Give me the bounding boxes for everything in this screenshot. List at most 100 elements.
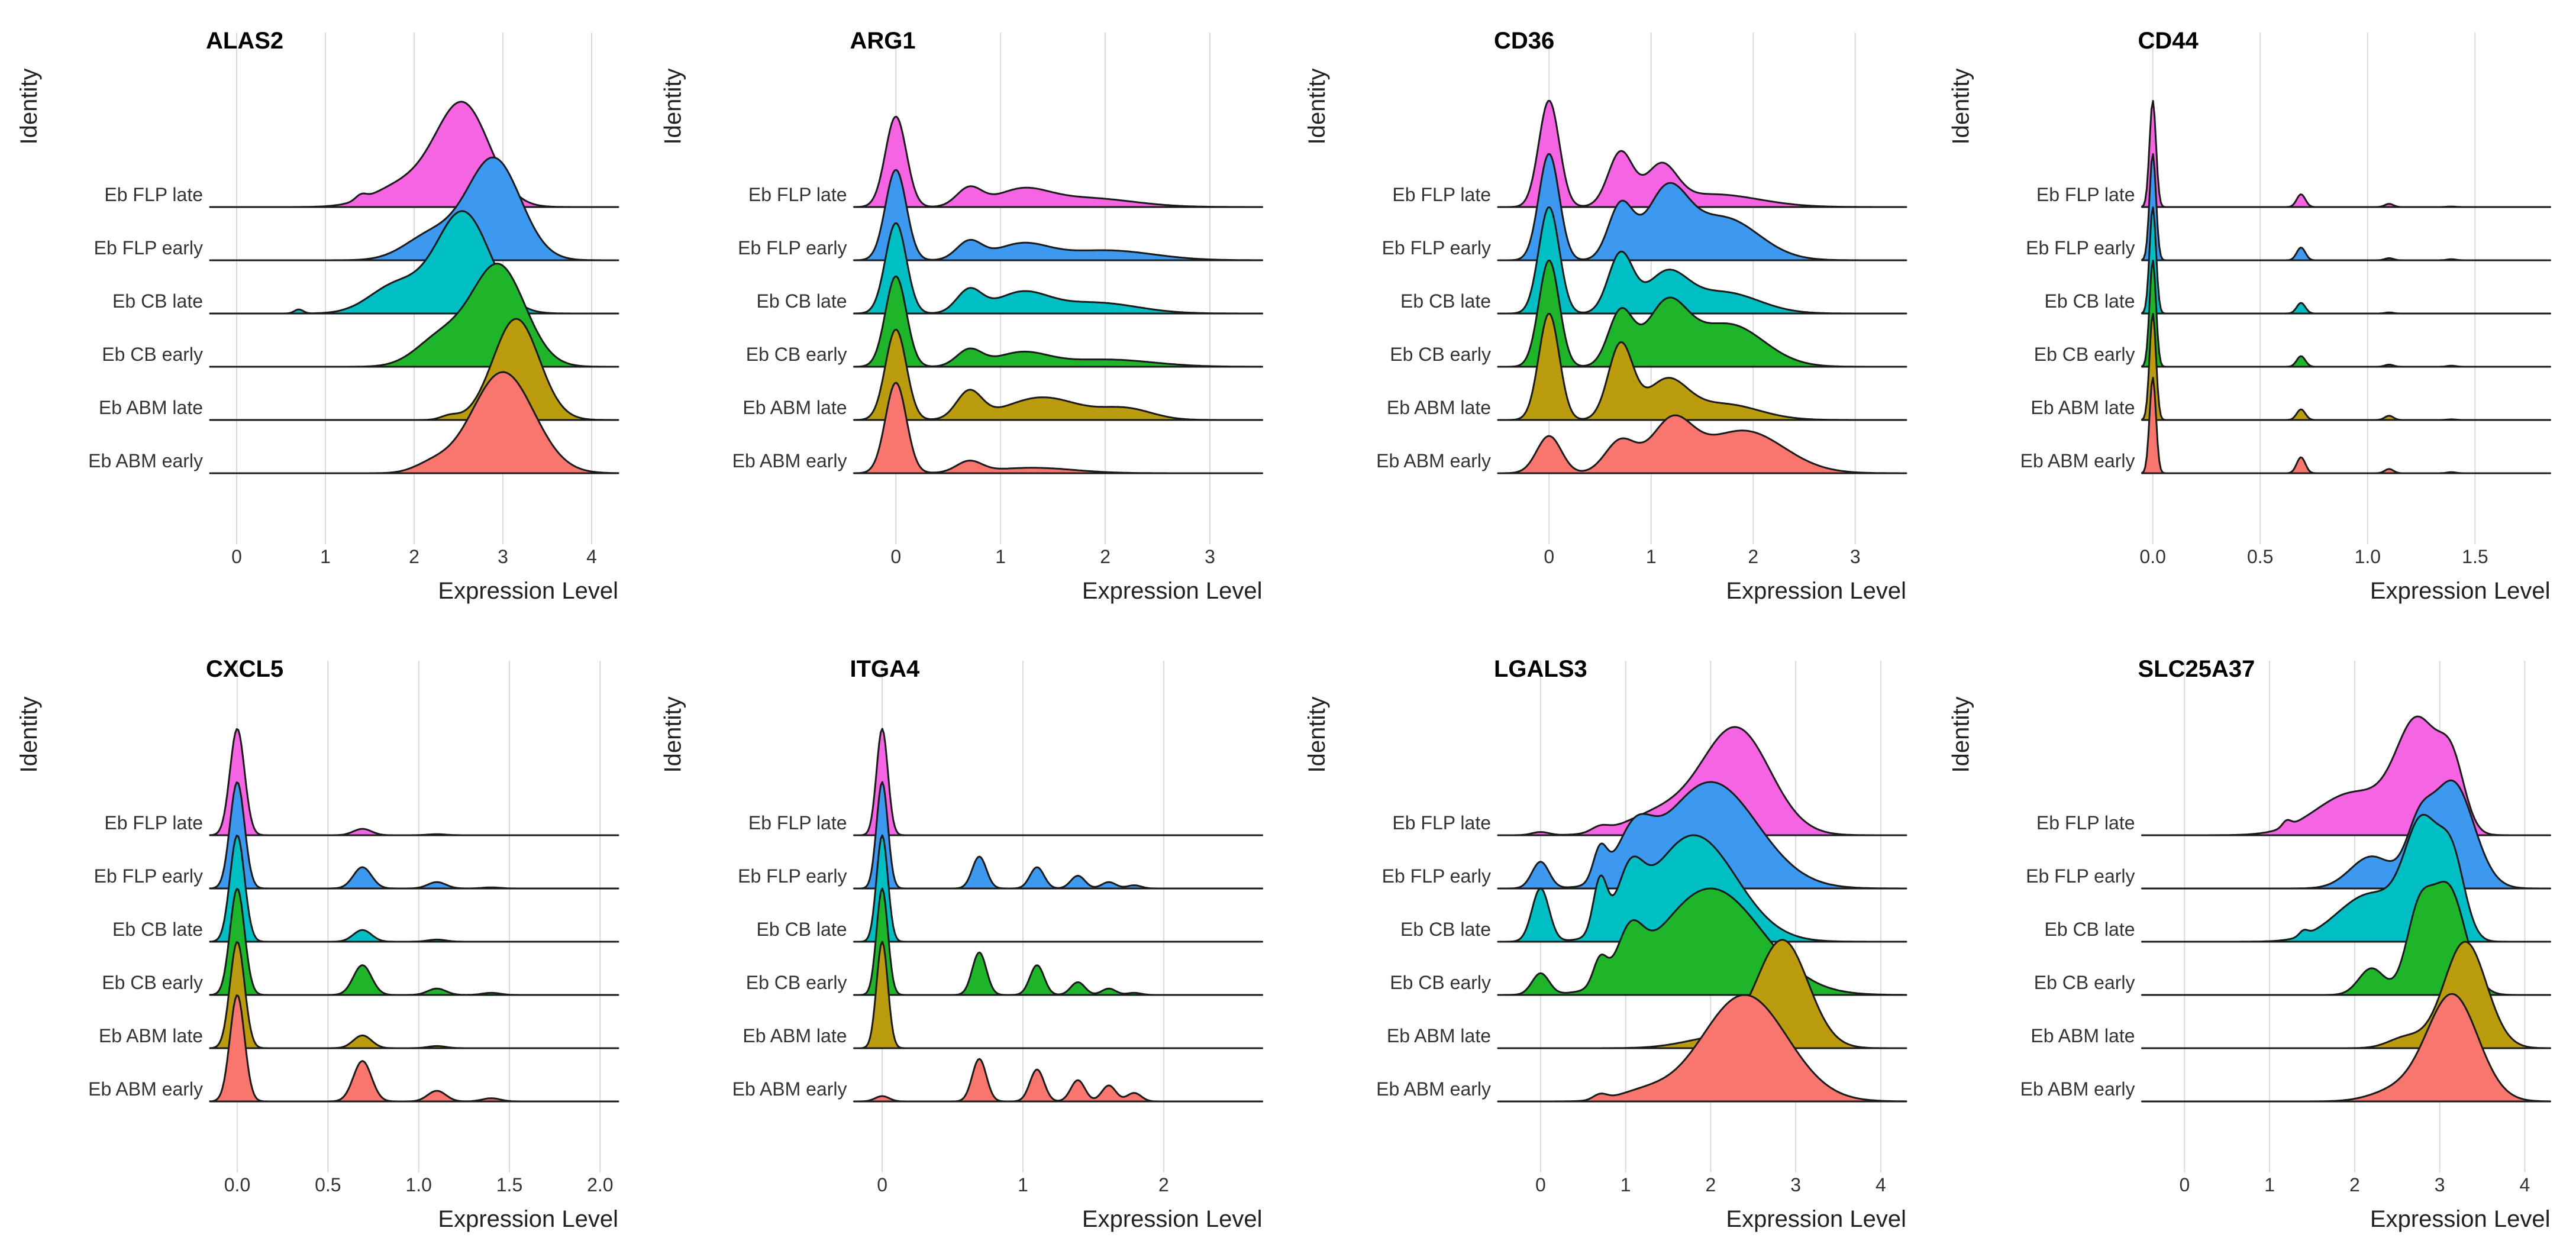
x-axis-label: Expression Level [1726, 578, 1906, 604]
ridge-eb-cb-early [2141, 260, 2551, 368]
category-label: Eb ABM late [1387, 1025, 1491, 1046]
ridge-eb-abm-late [209, 941, 619, 1049]
panel-lgals3: LGALS3 Identity Eb FLP late Eb FLP early Eb … [1304, 656, 1907, 1232]
category-label: Eb CB early [102, 972, 203, 993]
x-tick-label: 2 [1158, 1174, 1169, 1195]
category-label: Eb CB early [746, 344, 847, 365]
x-tick-label: 0.0 [224, 1174, 250, 1195]
x-tick-label: 0 [1535, 1174, 1546, 1195]
ridge-eb-cb-early [209, 888, 619, 996]
category-label: Eb CB early [1390, 344, 1491, 365]
x-tick-label: 1 [1646, 546, 1657, 567]
category-label: Eb FLP late [748, 184, 847, 205]
ridge-eb-flp-late [853, 115, 1263, 208]
x-axis-label: Expression Level [2370, 578, 2551, 604]
x-tick-label: 0.5 [315, 1174, 341, 1195]
ridge-eb-flp-early [853, 781, 1263, 890]
x-tick-label: 1 [1018, 1174, 1028, 1195]
category-label: Eb CB late [1400, 290, 1491, 312]
category-label: Eb ABM late [743, 397, 847, 418]
x-tick-label: 0 [1544, 546, 1554, 567]
y-axis-label: Identity [1304, 69, 1330, 145]
panel-title: SLC25A37 [2138, 656, 2255, 682]
ridge-eb-abm-late [853, 328, 1263, 421]
ridge-eb-cb-early [853, 275, 1263, 368]
x-tick-label: 3 [1790, 1174, 1801, 1195]
ridge-eb-abm-early [853, 1058, 1263, 1103]
x-tick-label: 4 [1875, 1174, 1886, 1195]
x-axis-label: Expression Level [2370, 1206, 2551, 1232]
y-axis-label: Identity [16, 697, 42, 773]
ridge-eb-cb-late [1497, 834, 1907, 943]
x-tick-label: 2.0 [587, 1174, 613, 1195]
category-label: Eb CB early [2034, 344, 2135, 365]
x-tick-label: 1.0 [2355, 546, 2381, 567]
category-label: Eb FLP early [1382, 865, 1491, 887]
ridge-eb-cb-late [209, 210, 619, 315]
panel-itga4: ITGA4 Identity Eb FLP late Eb FLP early Eb C… [660, 656, 1263, 1232]
x-tick-label: 0 [231, 546, 242, 567]
category-label: Eb CB early [2034, 972, 2135, 993]
category-label: Eb FLP late [2036, 812, 2135, 833]
x-tick-label: 1.5 [496, 1174, 522, 1195]
ridge-eb-abm-early [209, 994, 619, 1103]
category-label: Eb ABM early [1376, 1078, 1491, 1100]
category-label: Eb CB late [2045, 290, 2135, 312]
category-label: Eb ABM early [732, 1078, 847, 1100]
x-tick-label: 1 [1621, 1174, 1631, 1195]
x-tick-label: 3 [1850, 546, 1861, 567]
ridge-eb-abm-late [2141, 313, 2551, 421]
category-label: Eb FLP late [748, 812, 847, 833]
y-axis-label: Identity [660, 697, 686, 773]
ridge-eb-cb-late [209, 835, 619, 943]
category-label: Eb FLP early [94, 237, 203, 258]
x-tick-label: 1 [2264, 1174, 2275, 1195]
category-label: Eb FLP late [104, 812, 203, 833]
category-label: Eb ABM late [2031, 397, 2135, 418]
category-label: Eb ABM early [88, 450, 203, 471]
category-label: Eb ABM early [2020, 450, 2135, 471]
x-tick-label: 1 [995, 546, 1006, 567]
category-label: Eb FLP early [1382, 237, 1491, 258]
category-label: Eb FLP early [738, 865, 847, 887]
category-label: Eb ABM early [1376, 450, 1491, 471]
x-tick-label: 0 [2179, 1174, 2190, 1195]
panel-cd44: CD44 Identity Eb FLP late Eb FLP early Eb CB… [1948, 28, 2551, 604]
category-label: Eb CB early [746, 972, 847, 993]
category-label: Eb ABM early [88, 1078, 203, 1100]
category-label: Eb CB early [102, 344, 203, 365]
y-axis-label: Identity [1948, 697, 1974, 773]
panel-cd36: CD36 Identity Eb FLP late Eb FLP early Eb CB… [1304, 28, 1907, 604]
category-label: Eb ABM late [2031, 1025, 2135, 1046]
category-label: Eb FLP late [2036, 184, 2135, 205]
panel-alas2: ALAS2 Identity Eb FLP late Eb FLP early Eb C… [16, 28, 619, 604]
category-label: Eb CB late [112, 290, 203, 312]
ridge-eb-flp-late [853, 728, 1263, 836]
category-label: Eb FLP early [738, 237, 847, 258]
x-tick-label: 4 [2519, 1174, 2530, 1195]
x-tick-label: 4 [586, 546, 597, 567]
category-label: Eb ABM early [732, 450, 847, 471]
ridge-eb-flp-late [209, 728, 619, 836]
panel-title: ALAS2 [206, 28, 283, 54]
ridge-eb-flp-early [209, 781, 619, 890]
panel-cxcl5: CXCL5 Identity Eb FLP late Eb FLP early Eb C… [16, 656, 619, 1232]
category-label: Eb CB late [2045, 919, 2135, 940]
ridge-eb-cb-late [853, 222, 1263, 315]
category-label: Eb ABM late [1387, 397, 1491, 418]
x-tick-label: 0 [877, 1174, 887, 1195]
x-axis-label: Expression Level [1726, 1206, 1906, 1232]
panel-arg1: ARG1 Identity Eb FLP late Eb FLP early Eb CB… [660, 28, 1263, 604]
ridge-eb-flp-late [1497, 726, 1907, 836]
y-axis-label: Identity [1304, 697, 1330, 773]
ridge-eb-cb-early [853, 887, 1263, 996]
category-label: Eb FLP late [1392, 812, 1491, 833]
x-tick-label: 0.0 [2139, 546, 2165, 567]
x-tick-label: 1 [320, 546, 331, 567]
ridge-eb-flp-late [209, 101, 619, 208]
ridge-eb-abm-late [853, 941, 1263, 1049]
ridge-eb-abm-early [1497, 994, 1907, 1103]
ridge-eb-abm-early [1497, 414, 1907, 474]
ridge-eb-abm-early [853, 382, 1263, 474]
